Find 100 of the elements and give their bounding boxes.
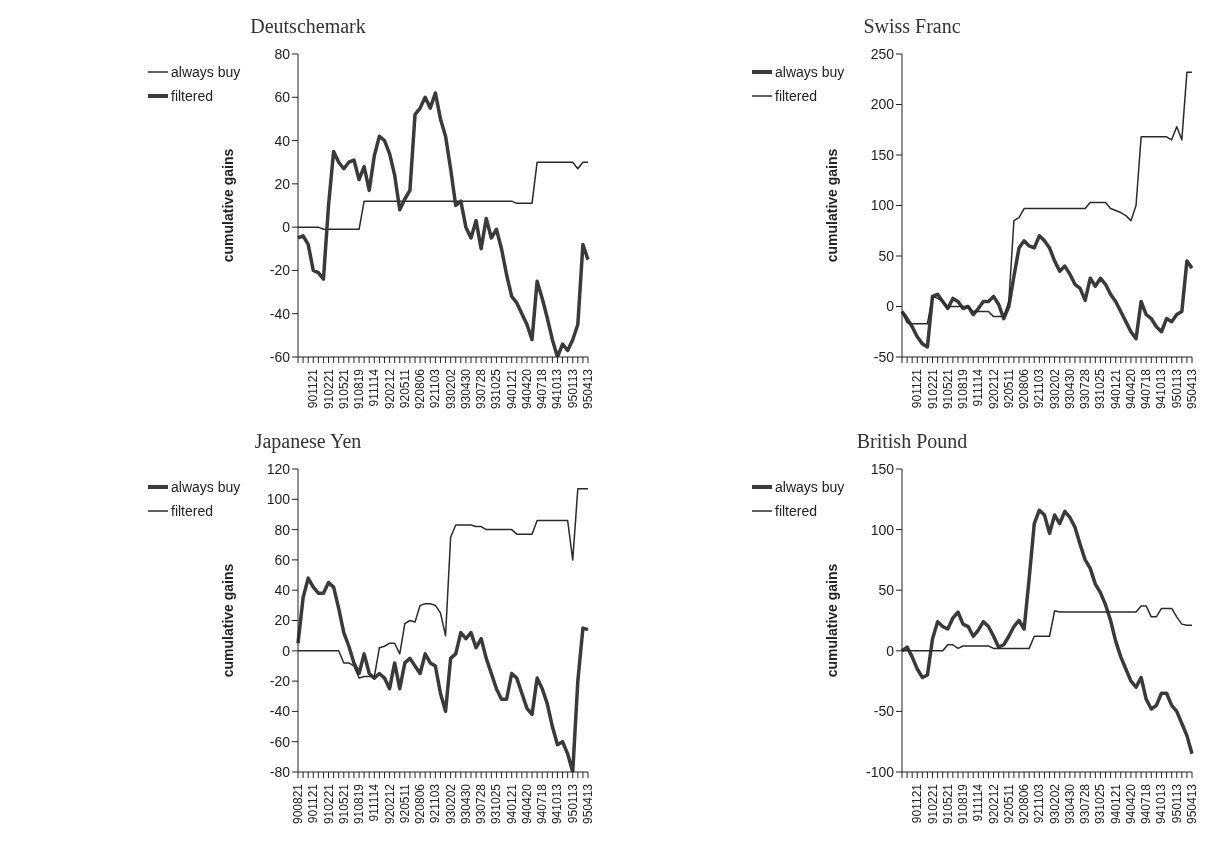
x-tick-label: 940420 — [1123, 783, 1138, 825]
x-tick-label: 901121 — [910, 783, 925, 824]
x-tick-label: 911114 — [971, 783, 986, 822]
x-tick-label: 920806 — [413, 783, 428, 825]
x-tick-label: 910819 — [956, 368, 971, 410]
x-tick-label: 930430 — [1062, 368, 1077, 410]
y-tick-label: 100 — [266, 491, 291, 508]
y-axis-title: cumulative gains — [219, 148, 236, 263]
y-axis-title: cumulative gains — [219, 563, 236, 678]
x-tick-label: 940121 — [1108, 368, 1123, 410]
x-tick-label: 940420 — [1123, 368, 1138, 410]
y-tick-label: -40 — [269, 703, 291, 720]
x-tick-label: 910819 — [352, 368, 367, 410]
x-tick-label: 911114 — [971, 368, 986, 407]
x-tick-label: 911114 — [367, 783, 382, 822]
x-tick-label: 920511 — [1001, 783, 1016, 824]
x-tick-label: 941013 — [550, 368, 565, 410]
chart-title: Deutschemark — [249, 14, 367, 39]
x-tick-label: 941013 — [550, 783, 565, 825]
legend-label: filtered — [171, 503, 214, 519]
y-tick-label: 20 — [274, 612, 291, 629]
x-tick-label: 940121 — [504, 368, 519, 410]
y-tick-label: 250 — [870, 45, 895, 62]
legend-label: filtered — [775, 88, 818, 104]
x-tick-label: 931025 — [489, 368, 504, 410]
x-tick-label: 921103 — [1032, 783, 1047, 824]
x-tick-label: 950113 — [1169, 368, 1184, 409]
x-tick-label: 920212 — [382, 783, 397, 825]
y-tick-label: 40 — [274, 582, 291, 599]
x-tick-label: 931025 — [1093, 368, 1108, 410]
y-tick-label: 0 — [886, 642, 895, 659]
x-tick-label: 901121 — [910, 368, 925, 409]
legend-label: always buy — [775, 64, 845, 80]
x-tick-label: 950113 — [565, 368, 580, 409]
x-tick-label: 910221 — [321, 368, 336, 410]
y-tick-label: 60 — [274, 89, 291, 106]
x-tick-label: 950413 — [581, 368, 595, 410]
x-tick-label: 910521 — [940, 783, 955, 825]
y-tick-label: 150 — [870, 146, 895, 163]
x-tick-label: 940121 — [504, 783, 519, 825]
y-tick-label: -40 — [269, 305, 291, 322]
x-tick-label: 910521 — [940, 368, 955, 410]
x-tick-label: 950113 — [565, 783, 580, 824]
y-tick-label: 200 — [870, 96, 895, 113]
x-tick-label: 921103 — [428, 783, 443, 824]
x-tick-label: 920806 — [1017, 368, 1032, 410]
x-tick-label: 920511 — [397, 368, 412, 409]
y-tick-label: -60 — [269, 733, 291, 750]
x-tick-label: 920212 — [986, 783, 1001, 825]
y-tick-label: -80 — [269, 763, 291, 780]
y-tick-label: 80 — [274, 521, 291, 538]
x-tick-label: 950413 — [1185, 368, 1199, 410]
x-tick-label: 950413 — [1185, 783, 1199, 825]
legend-label: filtered — [775, 503, 818, 519]
y-tick-label: 120 — [266, 460, 291, 477]
x-tick-label: 920806 — [1017, 783, 1032, 825]
x-tick-label: 940718 — [535, 368, 550, 410]
legend-label: always buy — [775, 479, 845, 495]
x-tick-label: 930202 — [443, 783, 458, 825]
y-tick-label: -50 — [873, 348, 895, 365]
y-tick-label: 80 — [274, 45, 291, 62]
x-tick-label: 920212 — [382, 368, 397, 410]
x-tick-label: 940718 — [1139, 368, 1154, 410]
y-tick-label: 0 — [282, 219, 291, 236]
y-tick-label: 100 — [870, 197, 895, 214]
x-tick-label: 930728 — [1078, 783, 1093, 825]
x-tick-label: 921103 — [1032, 368, 1047, 409]
legend-label: filtered — [171, 88, 214, 104]
y-tick-label: -50 — [873, 703, 895, 720]
x-tick-label: 910819 — [956, 783, 971, 825]
x-tick-label: 940420 — [519, 783, 534, 825]
y-tick-label: 0 — [282, 642, 291, 659]
legend-label: always buy — [171, 479, 241, 495]
y-tick-label: 150 — [870, 460, 895, 477]
x-tick-label: 940718 — [1139, 783, 1154, 825]
x-tick-label: 910221 — [321, 783, 336, 825]
x-tick-label: 930430 — [1062, 783, 1077, 825]
x-tick-label: 950113 — [1169, 783, 1184, 824]
x-tick-label: 950413 — [581, 783, 595, 825]
y-tick-label: 50 — [878, 582, 895, 599]
y-axis-title: cumulative gains — [823, 563, 840, 678]
x-tick-label: 901121 — [306, 368, 321, 409]
x-tick-label: 910221 — [925, 368, 940, 410]
x-tick-label: 910221 — [925, 783, 940, 825]
x-tick-label: 920212 — [986, 368, 1001, 410]
y-tick-label: -60 — [269, 348, 291, 365]
x-tick-label: 930728 — [474, 368, 489, 410]
x-tick-label: 930202 — [1047, 368, 1062, 410]
y-tick-label: 20 — [274, 175, 291, 192]
y-tick-label: 0 — [886, 298, 895, 315]
x-tick-label: 901121 — [306, 783, 321, 824]
x-tick-label: 920511 — [397, 783, 412, 824]
x-tick-label: 930430 — [458, 368, 473, 410]
x-tick-label: 910521 — [336, 783, 351, 825]
x-tick-label: 921103 — [428, 368, 443, 409]
y-tick-label: 100 — [870, 521, 895, 538]
chart-title: British Pound — [855, 429, 969, 454]
x-tick-label: 930430 — [458, 783, 473, 825]
x-tick-label: 930728 — [1078, 368, 1093, 410]
x-tick-label: 931025 — [489, 783, 504, 825]
